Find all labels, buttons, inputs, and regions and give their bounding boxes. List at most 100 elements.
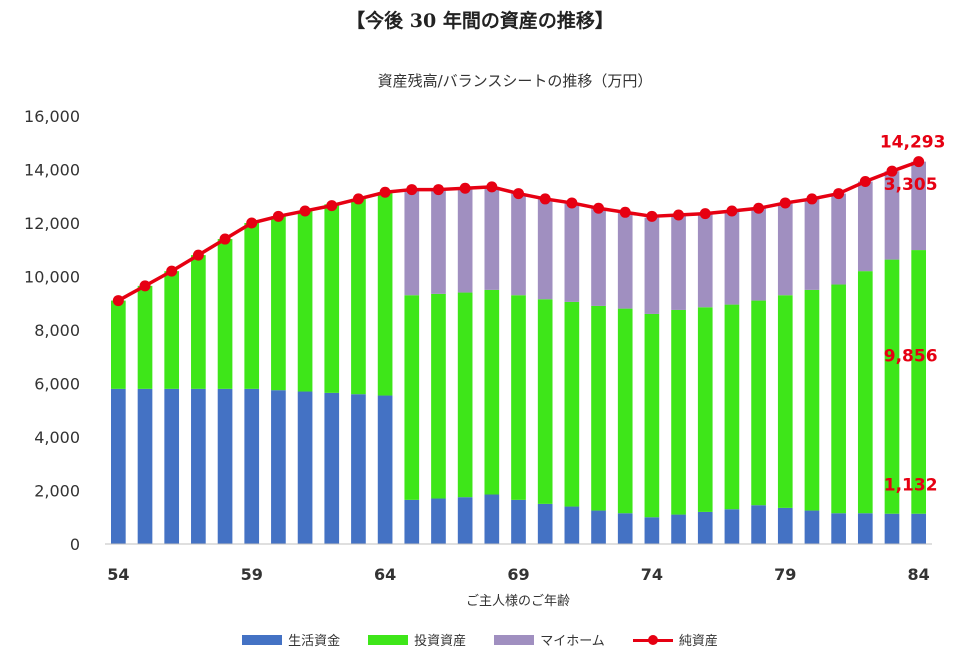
legend-item-living-funds: 生活資金 xyxy=(242,630,340,649)
legend-item-investment-assets: 投資資産 xyxy=(368,630,466,649)
bar-segment xyxy=(857,271,873,514)
net-assets-marker xyxy=(913,156,925,168)
bar-segment xyxy=(244,388,260,544)
bar-segment xyxy=(911,513,926,544)
net-assets-marker xyxy=(112,295,124,307)
bar-segment xyxy=(484,494,500,544)
bar-segment xyxy=(537,503,553,544)
bar-segment xyxy=(671,514,686,544)
bar-segment xyxy=(137,285,153,389)
net-assets-marker xyxy=(459,182,471,194)
net-assets-line xyxy=(112,156,925,307)
bar-segment xyxy=(537,299,553,504)
x-axis: 54 59 64 69 74 79 84 xyxy=(105,543,932,584)
bar-segment xyxy=(191,255,206,389)
bar-segment xyxy=(804,510,820,544)
net-assets-marker xyxy=(352,193,364,205)
y-axis: 0 2,000 4,000 6,000 8,000 10,000 12,000 14,000 1… xyxy=(24,107,80,554)
legend-swatch-my-home xyxy=(494,634,535,645)
bar-segment xyxy=(591,510,606,544)
y-tick-label: 6,000 xyxy=(34,375,80,394)
data-label: 9,856 xyxy=(884,347,938,367)
bar-segment xyxy=(671,214,686,310)
net-assets-marker xyxy=(726,205,738,217)
bar-segment xyxy=(351,198,366,395)
bar-segment xyxy=(537,198,553,300)
net-assets-marker xyxy=(299,205,311,217)
net-assets-marker xyxy=(779,197,791,209)
bar-segment xyxy=(164,388,180,544)
bar-segment xyxy=(831,284,846,514)
x-tick-label: 54 xyxy=(107,565,129,584)
legend-swatch-net-assets xyxy=(632,633,673,647)
net-assets-marker xyxy=(806,193,818,205)
x-tick-label: 84 xyxy=(908,565,930,584)
bar-segment xyxy=(617,513,633,544)
bar-segment xyxy=(777,202,793,296)
bar-segment xyxy=(644,313,660,518)
legend: 生活資金 投資資産 マイホーム 純資産 xyxy=(0,630,960,649)
net-assets-marker xyxy=(406,184,418,196)
bar-segment xyxy=(137,388,153,544)
bar-segment xyxy=(564,506,580,544)
page-title: 【今後 30 年間の資産の推移】 xyxy=(346,10,614,32)
net-assets-marker xyxy=(272,210,284,222)
chart-title: 資産残高/バランスシートの推移（万円） xyxy=(377,72,653,90)
bar-segment xyxy=(457,497,473,544)
bar-segment xyxy=(644,517,660,544)
net-assets-marker xyxy=(539,193,551,205)
bar-segment xyxy=(857,513,873,544)
bar-segment xyxy=(377,395,393,544)
bar-segment xyxy=(804,198,820,290)
bar-segment xyxy=(404,189,420,296)
net-assets-marker xyxy=(593,202,605,214)
bar-segment xyxy=(404,499,420,544)
net-assets-marker xyxy=(326,200,338,212)
x-tick-label: 69 xyxy=(507,565,529,584)
bar-group xyxy=(111,161,926,544)
bar-segment xyxy=(297,210,313,392)
y-tick-label: 4,000 xyxy=(34,428,80,447)
bar-segment xyxy=(511,193,526,296)
legend-label: マイホーム xyxy=(540,634,605,649)
bar-segment xyxy=(671,309,686,515)
net-assets-marker xyxy=(192,249,204,261)
bar-segment xyxy=(377,192,393,396)
net-assets-marker xyxy=(379,186,391,198)
bar-segment xyxy=(724,210,740,305)
x-tick-label: 59 xyxy=(241,565,263,584)
legend-label: 投資資産 xyxy=(414,634,467,649)
bar-segment xyxy=(111,300,126,389)
y-tick-label: 10,000 xyxy=(24,268,80,287)
bar-segment xyxy=(324,204,340,393)
net-assets-marker xyxy=(219,233,231,245)
bar-segment xyxy=(431,293,446,499)
bar-segment xyxy=(484,289,500,495)
net-assets-marker xyxy=(859,176,871,188)
legend-swatch-living-funds xyxy=(242,634,283,645)
bar-segment xyxy=(777,295,793,508)
bar-segment xyxy=(457,292,473,498)
bar-segment xyxy=(751,208,766,301)
bar-segment xyxy=(751,505,766,544)
bar-segment xyxy=(857,181,873,272)
bar-segment xyxy=(644,217,660,314)
y-tick-label: 16,000 xyxy=(24,107,80,126)
bar-segment xyxy=(697,307,713,512)
bar-segment xyxy=(511,499,526,544)
bar-segment xyxy=(217,239,233,389)
bar-segment xyxy=(617,308,633,514)
x-axis-label: ご主人様のご年齢 xyxy=(466,593,570,609)
net-assets-marker xyxy=(513,188,524,200)
x-tick-label: 74 xyxy=(641,565,663,584)
bar-segment xyxy=(271,216,286,391)
y-tick-label: 0 xyxy=(70,535,80,554)
bar-segment xyxy=(457,188,473,293)
bar-segment xyxy=(511,295,526,500)
bar-segment xyxy=(804,289,820,511)
bar-segment xyxy=(164,271,180,389)
y-tick-label: 14,000 xyxy=(24,161,80,180)
net-assets-marker xyxy=(432,184,444,196)
bar-segment xyxy=(484,186,500,290)
